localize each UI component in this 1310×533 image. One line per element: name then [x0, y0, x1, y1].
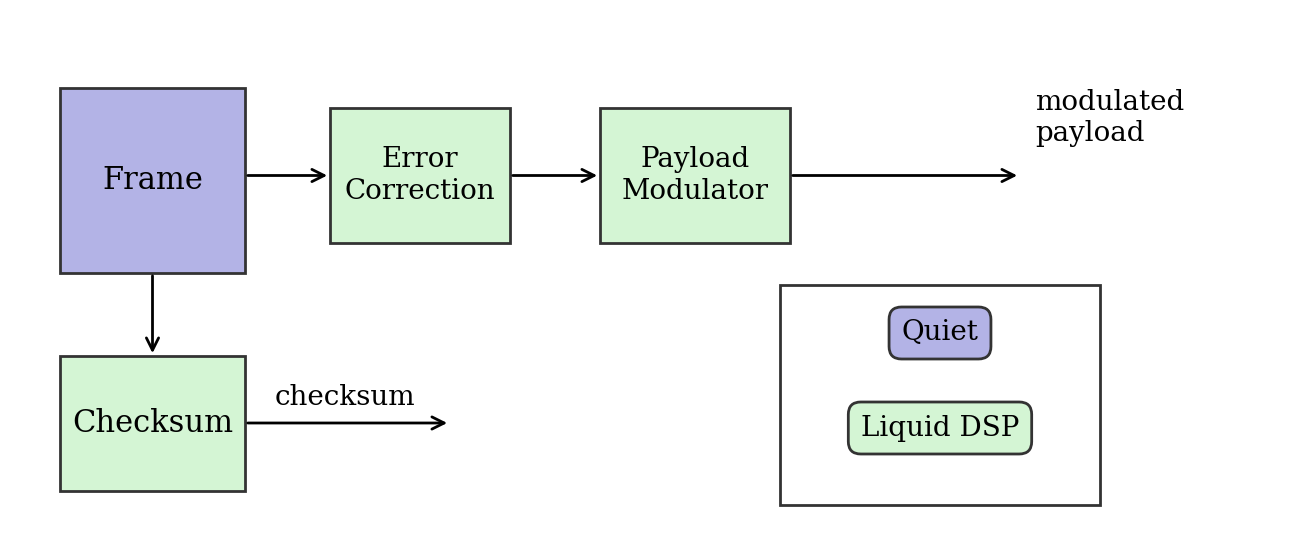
Text: Frame: Frame — [102, 165, 203, 196]
Text: modulated
payload: modulated payload — [1035, 89, 1184, 147]
FancyBboxPatch shape — [330, 108, 510, 243]
Text: Error
Correction: Error Correction — [345, 147, 495, 205]
FancyBboxPatch shape — [600, 108, 790, 243]
Text: Quiet: Quiet — [901, 319, 979, 346]
Text: Checksum: Checksum — [72, 408, 233, 439]
Text: checksum: checksum — [275, 384, 415, 411]
Text: Payload
Modulator: Payload Modulator — [621, 147, 769, 205]
FancyBboxPatch shape — [60, 356, 245, 491]
FancyBboxPatch shape — [60, 88, 245, 273]
FancyBboxPatch shape — [779, 285, 1100, 505]
Text: Liquid DSP: Liquid DSP — [861, 415, 1019, 441]
